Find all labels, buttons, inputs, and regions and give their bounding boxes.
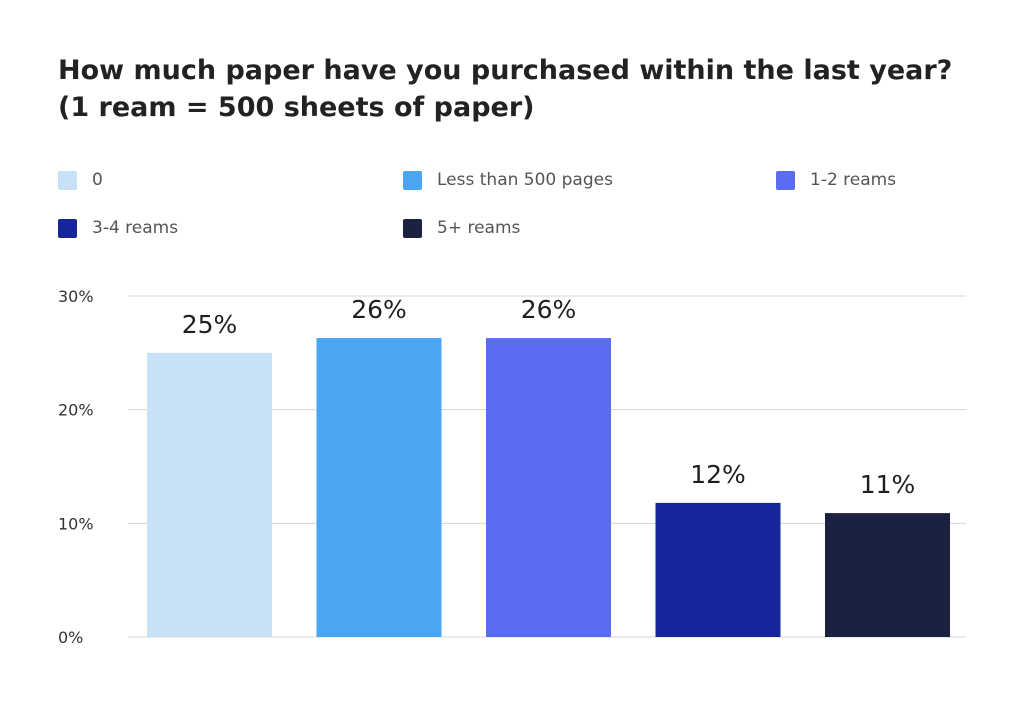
data-label-3: 12% [690,460,746,489]
data-label-4: 11% [860,470,916,499]
chart-title: How much paper have you purchased within… [58,52,978,126]
data-label-1: 26% [351,295,407,324]
legend-item-4: 5+ reams [403,214,520,242]
chart-subtitle: (1 ream = 500 sheets of paper) [58,92,535,123]
y-tick-label: 20% [58,401,94,420]
data-label-2: 26% [521,295,577,324]
legend-swatch-4 [403,218,422,238]
legend-item-0: 0 [58,166,103,194]
y-tick-label: 0% [58,628,83,647]
legend-label-4: 5+ reams [437,218,521,238]
legend-swatch-3 [58,218,77,238]
bar-1 [316,338,442,637]
legend-item-2: 1-2 reams [776,166,896,194]
y-tick-label: 30% [58,287,94,306]
legend-swatch-2 [776,170,795,190]
legend-swatch-1 [403,170,422,190]
legend-label-3: 3-4 reams [92,218,179,238]
y-tick-label: 10% [58,514,94,533]
bar-3 [655,502,781,637]
legend: 0 Less than 500 pages 1-2 reams 3-4 ream… [58,166,958,246]
legend-item-3: 3-4 reams [58,214,178,242]
legend-label-0: 0 [92,170,103,190]
bar-0 [147,352,272,637]
legend-swatch-0 [58,170,77,190]
legend-label-1: Less than 500 pages [437,170,613,190]
bar-2 [486,338,611,637]
bar-4 [825,513,950,637]
data-label-0: 25% [182,310,238,339]
chart-title-line: How much paper have you purchased within… [58,55,953,86]
legend-item-1: Less than 500 pages [403,166,613,194]
legend-label-2: 1-2 reams [810,170,897,190]
